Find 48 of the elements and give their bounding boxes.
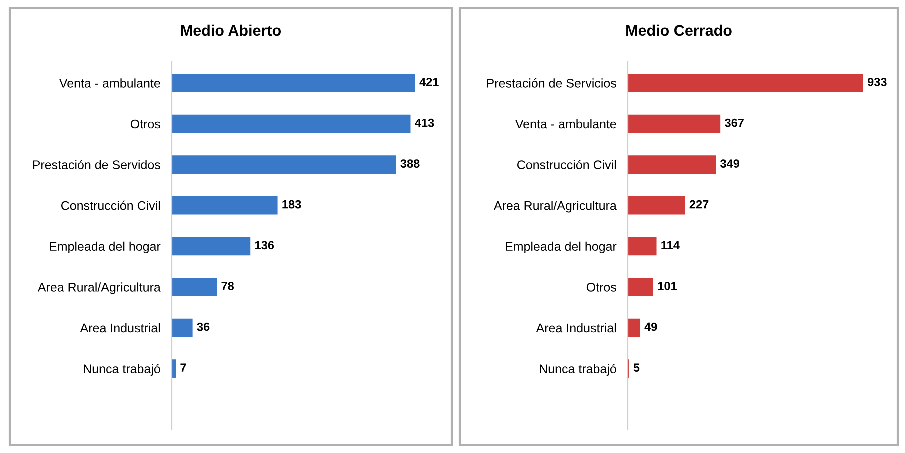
bar [172, 156, 396, 174]
y-tick-label: Prestación de Servidos [33, 160, 160, 170]
data-label: 367 [725, 118, 744, 128]
chart-title: Medio Abierto [181, 24, 282, 36]
y-tick-label: Nunca trabajó [84, 364, 160, 376]
bar [172, 74, 416, 92]
data-label: 227 [690, 200, 709, 209]
y-tick-label: Otros [586, 283, 616, 292]
bar [172, 196, 278, 215]
y-tick-label: Area Rural/Agricultura [494, 201, 617, 213]
y-tick-label: Empleada del hogar [506, 242, 617, 254]
bar [172, 114, 411, 134]
y-tick-label: Nunca trabajó [540, 364, 616, 376]
chart-title: Medio Cerrado [626, 24, 732, 36]
bar [628, 237, 657, 256]
data-label: 5 [634, 364, 640, 372]
y-tick-label: Empleada del hogar [50, 242, 161, 254]
data-label: 421 [420, 78, 439, 86]
data-label: 933 [868, 78, 887, 86]
y-tick-label: Construcción Civil [61, 200, 160, 210]
data-label: 7 [180, 364, 186, 372]
y-tick-label: Otros [130, 120, 160, 129]
data-label: 183 [282, 200, 302, 209]
y-tick-label: Construcción Civil [517, 160, 616, 170]
data-label: 413 [415, 118, 434, 128]
bar [628, 196, 686, 215]
bar [172, 237, 251, 256]
y-tick-label: Venta - ambulante [59, 78, 160, 88]
y-tick-label: Area Rural/Agricultura [38, 282, 161, 294]
data-label: 49 [644, 322, 658, 332]
data-label: 78 [222, 282, 234, 290]
data-label: 36 [197, 322, 210, 332]
y-tick-label: Prestación de Servicios [487, 78, 616, 88]
y-tick-label: Area Industrial [80, 323, 160, 333]
y-tick-label: Area Industrial [536, 323, 616, 333]
data-label: 388 [400, 160, 420, 168]
bar [628, 156, 716, 174]
data-label: 101 [658, 282, 678, 290]
data-label: 349 [720, 160, 740, 168]
bar [628, 278, 654, 296]
bar [628, 74, 864, 92]
data-label: 136 [256, 241, 274, 250]
bar [172, 318, 193, 338]
y-tick-label: Venta - ambulante [515, 119, 616, 129]
bar [628, 114, 721, 134]
bar [172, 278, 218, 296]
data-label: 114 [662, 241, 680, 250]
bar [628, 318, 640, 338]
